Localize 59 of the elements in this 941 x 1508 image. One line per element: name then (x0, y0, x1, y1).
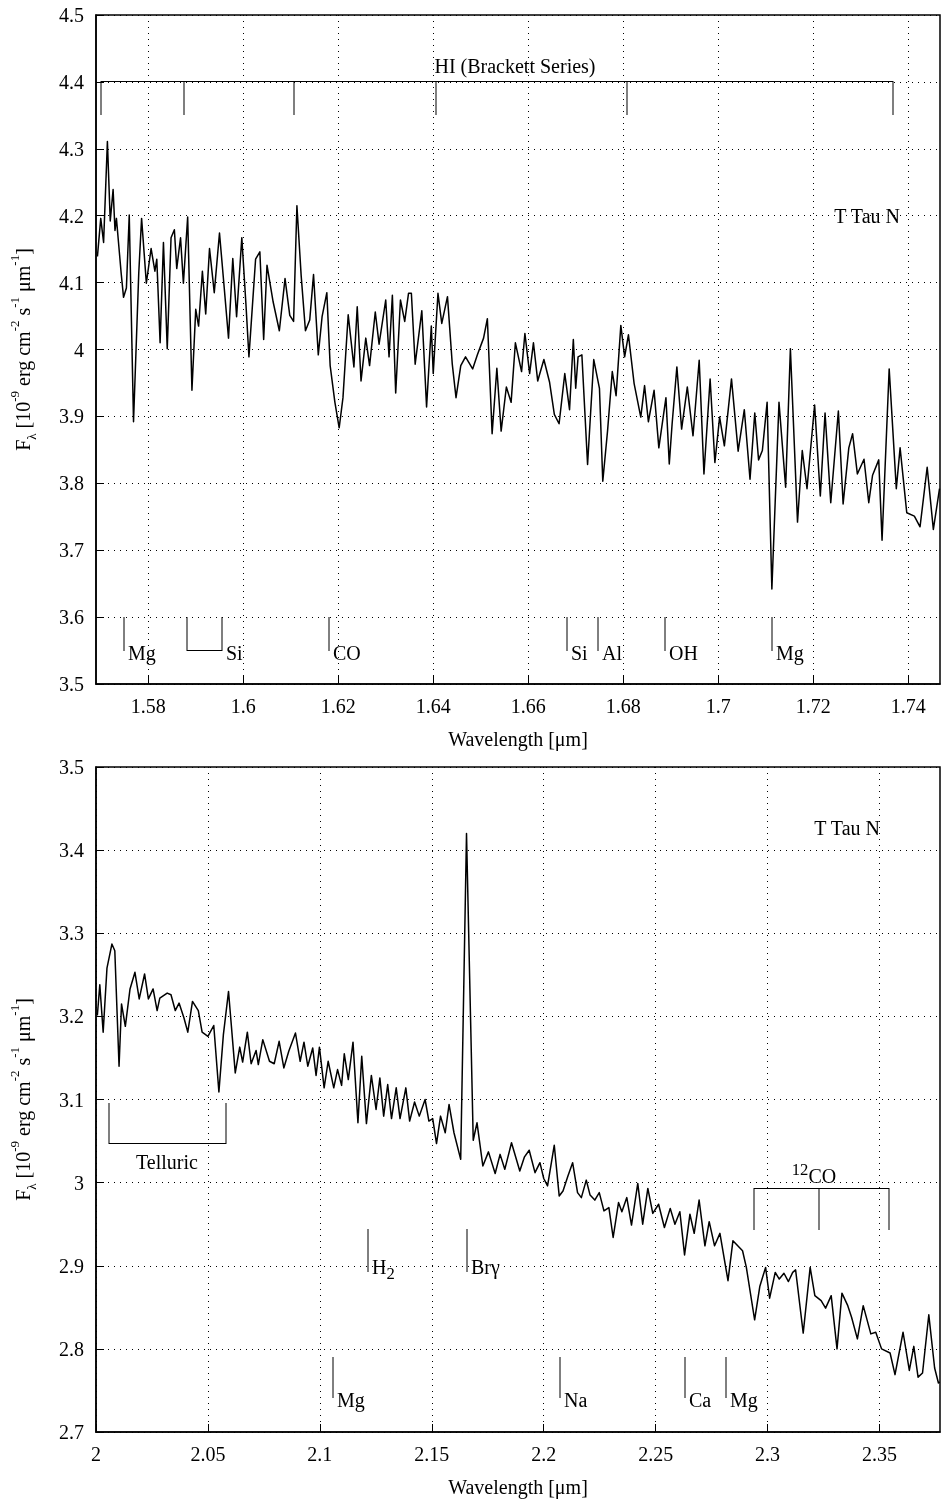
annotation: HI (Brackett Series) (434, 54, 596, 78)
y-tick-label: 3.7 (59, 539, 84, 562)
x-tick-label: 1.68 (605, 695, 641, 717)
annotation: Al (602, 641, 622, 665)
y-tick-label: 4.4 (59, 70, 84, 93)
annotation: OH (669, 641, 698, 665)
x-tick-label: 2.35 (862, 1443, 898, 1465)
y-tick-label: 2.8 (59, 1337, 84, 1360)
annotation: Mg (730, 1388, 758, 1412)
text: Fλ [10-9 erg cm-2 s-1 μm-1] (7, 998, 39, 1201)
annotation: T Tau N (814, 816, 880, 840)
x-tick-label: 2.15 (414, 1443, 450, 1465)
x-tick-label: 2.1 (307, 1443, 333, 1465)
x-tick-label: 2.3 (755, 1443, 781, 1465)
y-tick-label: 2.7 (59, 1421, 84, 1443)
y-tick-label: 3.4 (59, 839, 84, 862)
y-tick-label: 4.2 (59, 204, 84, 227)
y-tick-label: 3.5 (59, 673, 84, 695)
x-axis-title: Wavelength [μm] (448, 728, 588, 751)
annotation: Mg (776, 641, 804, 665)
y-tick-label: 2.9 (59, 1254, 84, 1277)
y-tick-label: 4.3 (59, 137, 84, 160)
x-tick-label: 2 (91, 1443, 101, 1465)
annotation: CO (333, 641, 361, 665)
annotation: Mg (337, 1388, 365, 1412)
text: Fλ [10-9 erg cm-2 s-1 μm-1] (7, 248, 39, 451)
y-tick-label: 3.6 (59, 606, 84, 629)
x-tick-label: 2.25 (638, 1443, 674, 1465)
x-tick-label: 1.72 (795, 695, 831, 717)
x-tick-label: 2.05 (190, 1443, 226, 1465)
y-tick-label: 3.2 (59, 1005, 84, 1028)
y-tick-label: 4.1 (59, 271, 84, 294)
x-tick-label: 2.2 (531, 1443, 557, 1465)
annotation: Mg (128, 641, 156, 665)
annotation: Si (226, 641, 243, 665)
x-tick-label: 1.62 (320, 695, 356, 717)
annotation: Brγ (471, 1255, 500, 1279)
x-tick-label: 1.66 (510, 695, 546, 717)
y-tick-label: 3.5 (59, 756, 84, 778)
y-tick-label: 4.5 (59, 4, 84, 26)
x-tick-label: 1.7 (705, 695, 731, 717)
annotation: T Tau N (834, 204, 900, 228)
x-tick-label: 1.64 (415, 695, 451, 717)
y-tick-label: 3.9 (59, 405, 84, 428)
y-tick-label: 3.8 (59, 472, 84, 495)
x-axis-title: Wavelength [μm] (448, 1476, 588, 1499)
y-tick-label: 3.3 (59, 922, 84, 945)
x-tick-label: 1.6 (230, 695, 256, 717)
y-tick-label: 3.1 (59, 1088, 84, 1111)
annotation: H$_{2}$ (372, 1255, 395, 1285)
y-tick-label: 4 (74, 338, 84, 361)
y-tick-label: 3 (74, 1171, 84, 1194)
annotation: Na (564, 1388, 588, 1412)
x-tick-label: 1.58 (130, 695, 166, 717)
annotation: Ca (689, 1388, 712, 1412)
x-tick-label: 1.74 (890, 695, 926, 717)
annotation: Si (571, 641, 588, 665)
annotation: Telluric (136, 1150, 198, 1174)
annotation: $^{12}$CO (791, 1159, 837, 1188)
